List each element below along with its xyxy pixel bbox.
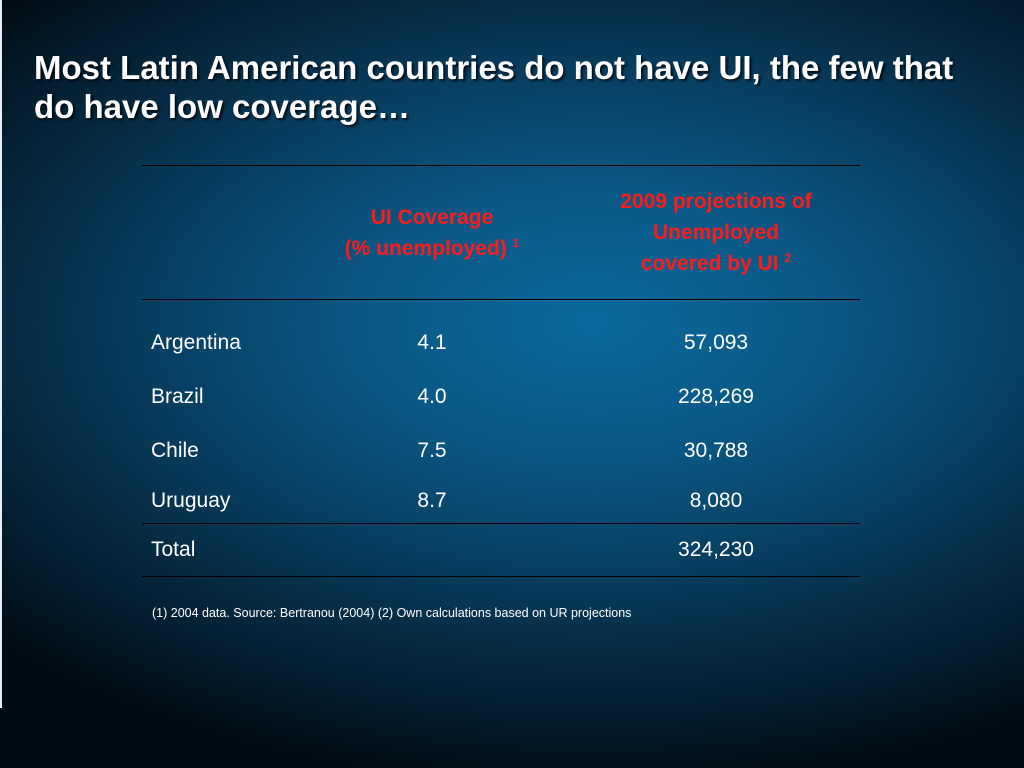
table-row: Brazil 4.0 228,269: [142, 370, 860, 424]
total-coverage: [292, 523, 572, 577]
header-country: [142, 165, 292, 300]
row-country: Argentina: [151, 331, 241, 354]
table-header: UI Coverage (% unemployed) 1 2009 projec…: [142, 165, 860, 300]
header-projections: 2009 projections of Unemployed covered b…: [572, 165, 860, 300]
header-projections-line1: 2009 projections of: [620, 190, 812, 213]
row-projection: 228,269: [678, 385, 754, 408]
total-projection: 324,230: [572, 523, 860, 577]
table-total-row: Total 324,230: [142, 523, 860, 577]
slide-left-edge: [0, 0, 2, 708]
slide-title: Most Latin American countries do not hav…: [34, 49, 954, 125]
footnote-marker-1: 1: [512, 235, 520, 250]
table-body: Argentina 4.1 57,093 Brazil 4.0 228,269 …: [142, 300, 860, 577]
row-projection: 8,080: [572, 478, 860, 524]
row-country: Chile: [151, 439, 199, 462]
row-projection: 30,788: [683, 439, 749, 462]
header-projections-line2: Unemployed: [652, 221, 780, 244]
row-coverage: 4.0: [417, 385, 447, 408]
coverage-table-container: UI Coverage (% unemployed) 1 2009 projec…: [142, 165, 860, 577]
header-projections-line3: covered by UI 2: [572, 248, 860, 279]
table-row: Argentina 4.1 57,093: [142, 300, 860, 371]
table-header-row: UI Coverage (% unemployed) 1 2009 projec…: [142, 165, 860, 300]
row-coverage: 4.1: [417, 331, 447, 354]
table-row: Chile 7.5 30,788: [142, 424, 860, 478]
header-ui-coverage: UI Coverage (% unemployed) 1: [292, 165, 572, 300]
table-row: Uruguay 8.7 8,080: [142, 478, 860, 524]
row-coverage: 7.5: [417, 439, 447, 462]
row-country: Uruguay: [142, 478, 292, 524]
header-ui-coverage-line2-text: (% unemployed): [344, 236, 507, 260]
header-ui-coverage-line1: UI Coverage: [370, 205, 494, 229]
row-coverage: 8.7: [292, 478, 572, 524]
coverage-table: UI Coverage (% unemployed) 1 2009 projec…: [142, 165, 860, 577]
header-projections-line3-text: covered by UI: [640, 252, 779, 275]
row-country: Brazil: [151, 385, 204, 408]
header-ui-coverage-line2: (% unemployed) 1: [292, 233, 572, 264]
source-footnote: (1) 2004 data. Source: Bertranou (2004) …: [152, 606, 632, 620]
footnote-marker-2: 2: [784, 251, 792, 265]
total-label: Total: [142, 523, 292, 577]
row-projection: 57,093: [683, 331, 749, 354]
